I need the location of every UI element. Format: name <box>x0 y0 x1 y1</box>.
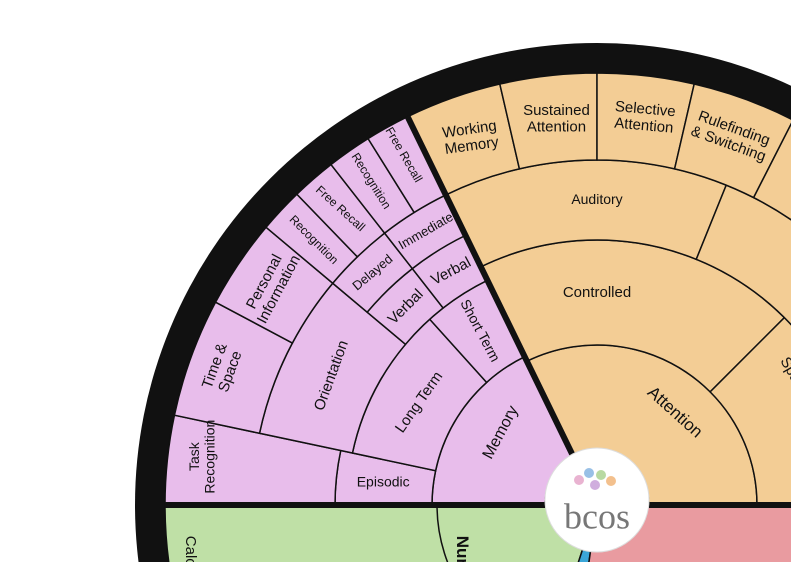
label-line: Episodic <box>357 473 410 489</box>
logo-dot <box>584 468 594 478</box>
segment-label: Auditory <box>571 191 622 207</box>
cell <box>498 72 598 170</box>
label-line: Selective <box>614 98 676 120</box>
label-line: Num <box>452 536 471 562</box>
label-line: Sustained <box>523 102 590 119</box>
label-line: Auditory <box>571 191 622 207</box>
label-line: Controlled <box>563 284 631 301</box>
label-line: Recognition <box>201 420 217 494</box>
label-line: Task <box>186 441 202 471</box>
logo-dot <box>590 480 600 490</box>
divider <box>404 115 577 460</box>
cell <box>214 226 334 345</box>
cell <box>673 83 791 199</box>
logo-dot <box>596 470 606 480</box>
segment-label: Calcu <box>182 536 199 562</box>
cell <box>367 115 447 214</box>
cell <box>752 122 791 221</box>
segment-label: Num <box>452 536 471 562</box>
segment-label: SelectiveAttention <box>613 98 677 137</box>
cell <box>596 72 696 170</box>
segment-label: TaskRecognition <box>186 420 217 494</box>
logo-disc <box>544 447 650 553</box>
label-line: Calcu <box>182 536 199 562</box>
cell <box>295 163 386 258</box>
segment-label: Sustained Attention <box>523 102 590 136</box>
logo-dot <box>606 476 616 486</box>
cell <box>265 193 359 285</box>
cell <box>164 504 449 562</box>
logo-text: bcos <box>564 496 630 536</box>
cell <box>173 301 294 435</box>
cell <box>329 137 416 235</box>
segment-label: Episodic <box>357 473 410 489</box>
logo-dot <box>574 475 584 485</box>
label-line: Attention <box>614 115 674 137</box>
segment-label: Controlled <box>563 284 631 301</box>
label-line: Attention <box>527 118 586 135</box>
